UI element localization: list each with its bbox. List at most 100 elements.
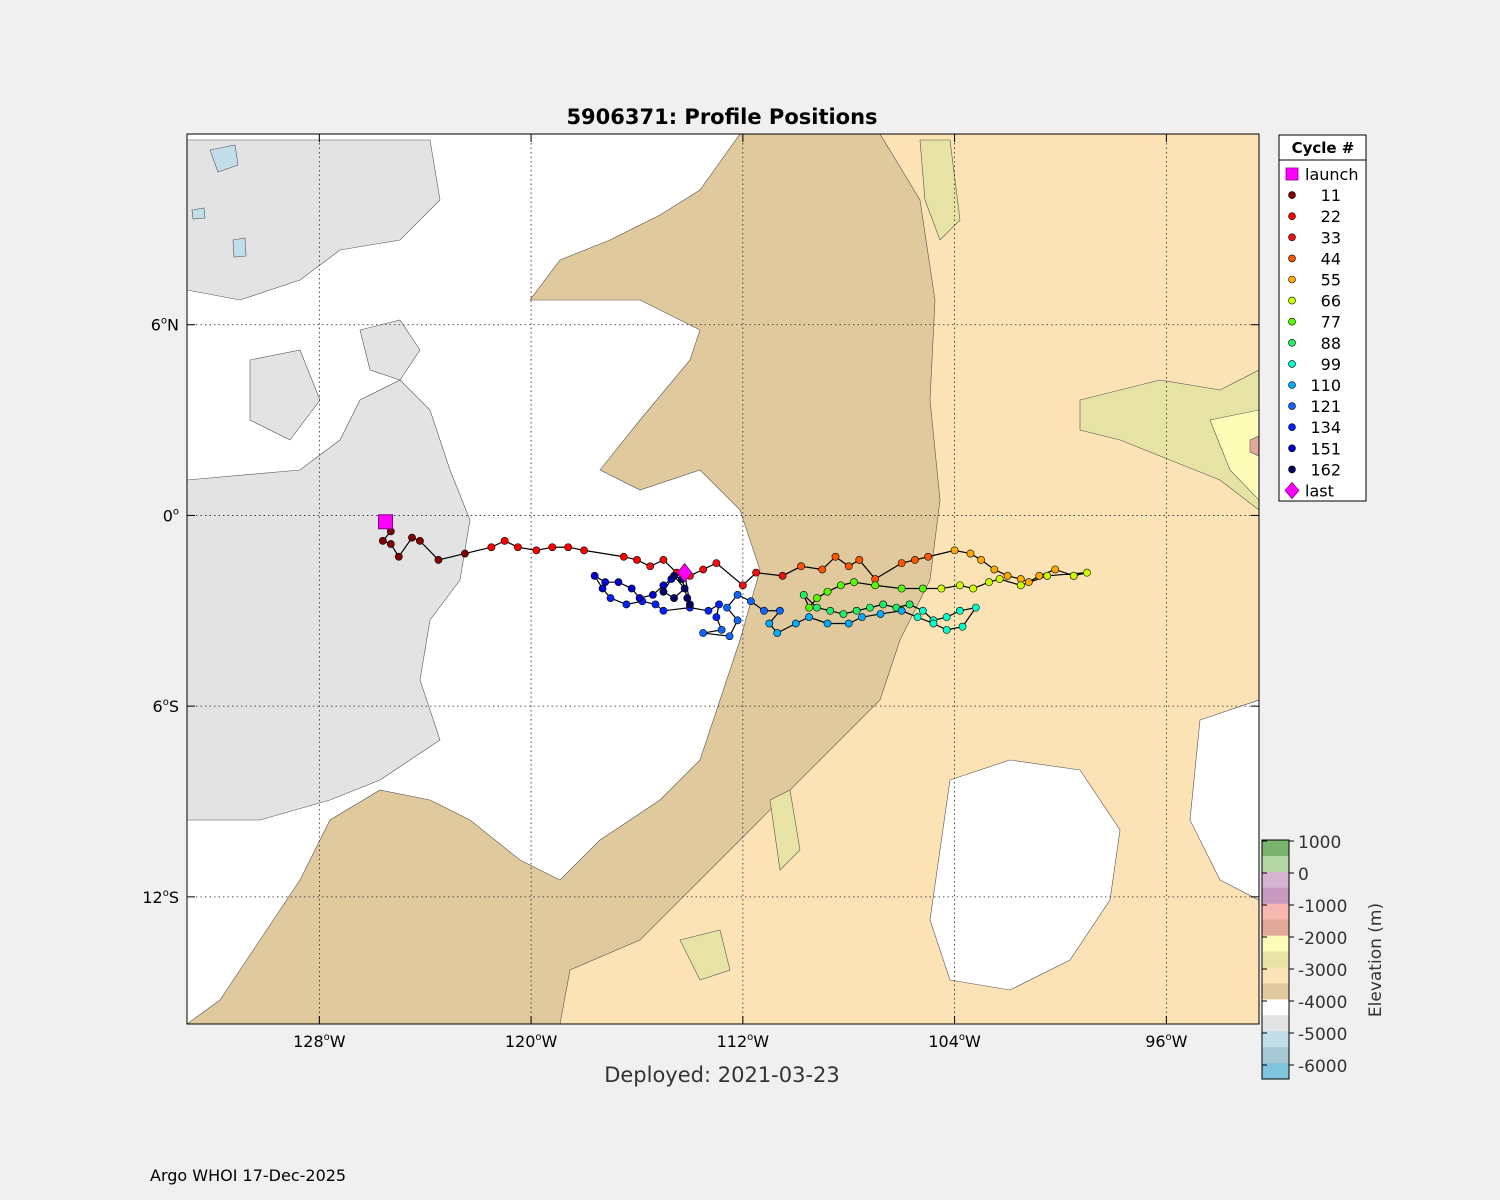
profile-point[interactable] <box>831 552 840 561</box>
profile-point[interactable] <box>844 619 853 628</box>
profile-point[interactable] <box>905 600 914 609</box>
profile-point[interactable] <box>918 606 927 615</box>
profile-point[interactable] <box>977 556 985 564</box>
profile-point[interactable] <box>990 565 999 574</box>
profile-point[interactable] <box>686 600 694 609</box>
last-marker[interactable] <box>676 562 693 583</box>
profile-point[interactable] <box>699 565 708 574</box>
profile-point[interactable] <box>1016 581 1025 590</box>
profile-point[interactable] <box>985 578 993 587</box>
profile-point[interactable] <box>852 606 861 615</box>
profile-point[interactable] <box>876 610 885 618</box>
profile-point[interactable] <box>725 632 734 641</box>
profile-point[interactable] <box>858 613 866 622</box>
profile-point[interactable] <box>590 571 599 580</box>
profile-point[interactable] <box>955 581 964 590</box>
profile-point[interactable] <box>950 546 959 555</box>
profile-point[interactable] <box>659 556 668 564</box>
profile-point[interactable] <box>813 603 821 612</box>
profile-point[interactable] <box>434 556 443 564</box>
profile-point[interactable] <box>416 536 424 545</box>
profile-point[interactable] <box>378 536 387 545</box>
profile-point[interactable] <box>823 619 832 628</box>
profile-point[interactable] <box>1003 571 1012 580</box>
profile-point[interactable] <box>958 622 967 631</box>
profile-point[interactable] <box>752 568 760 577</box>
profile-point[interactable] <box>955 606 964 615</box>
profile-point[interactable] <box>699 629 708 637</box>
profile-point[interactable] <box>913 613 922 622</box>
profile-point[interactable] <box>601 578 610 587</box>
profile-point[interactable] <box>765 619 774 628</box>
profile-point[interactable] <box>622 600 631 609</box>
profile-point[interactable] <box>844 562 853 571</box>
profile-point[interactable] <box>738 581 747 590</box>
profile-point[interactable] <box>394 552 403 561</box>
profile-point[interactable] <box>532 546 541 555</box>
map-area[interactable] <box>187 134 1259 1024</box>
profile-point[interactable] <box>971 603 980 612</box>
profile-point[interactable] <box>733 590 742 599</box>
profile-point[interactable] <box>717 625 726 634</box>
profile-point[interactable] <box>659 606 668 615</box>
profile-point[interactable] <box>911 556 919 564</box>
profile-point[interactable] <box>866 603 874 612</box>
profile-point[interactable] <box>487 543 496 552</box>
profile-point[interactable] <box>897 584 906 593</box>
profile-point[interactable] <box>799 590 808 599</box>
profile-point[interactable] <box>580 546 588 555</box>
profile-point[interactable] <box>897 606 906 615</box>
profile-point[interactable] <box>712 559 721 568</box>
profile-point[interactable] <box>805 613 813 622</box>
profile-point[interactable] <box>715 600 723 609</box>
profile-point[interactable] <box>548 543 557 552</box>
profile-point[interactable] <box>836 581 845 590</box>
profile-point[interactable] <box>1043 571 1052 580</box>
profile-point[interactable] <box>995 575 1004 583</box>
profile-point[interactable] <box>855 556 864 564</box>
profile-point[interactable] <box>791 619 800 628</box>
profile-point[interactable] <box>723 603 731 612</box>
profile-point[interactable] <box>918 584 927 593</box>
profile-point[interactable] <box>871 581 880 590</box>
profile-point[interactable] <box>778 571 787 580</box>
profile-point[interactable] <box>651 600 660 609</box>
profile-point[interactable] <box>942 625 951 634</box>
profile-point[interactable] <box>813 594 821 602</box>
profile-point[interactable] <box>408 533 416 542</box>
profile-point[interactable] <box>823 587 832 596</box>
profile-point[interactable] <box>1069 571 1078 580</box>
profile-point[interactable] <box>648 590 657 599</box>
profile-point[interactable] <box>646 562 655 571</box>
profile-point[interactable] <box>619 552 628 561</box>
profile-point[interactable] <box>733 616 742 625</box>
profile-point[interactable] <box>1024 578 1033 587</box>
profile-point[interactable] <box>839 610 848 618</box>
profile-point[interactable] <box>850 578 858 587</box>
profile-point[interactable] <box>746 597 755 606</box>
profile-point[interactable] <box>773 629 782 637</box>
profile-point[interactable] <box>818 565 827 574</box>
profile-point[interactable] <box>966 549 975 558</box>
profile-point[interactable] <box>942 613 951 622</box>
profile-point[interactable] <box>635 594 644 602</box>
profile-point[interactable] <box>805 603 813 612</box>
profile-point[interactable] <box>500 536 509 545</box>
profile-point[interactable] <box>670 571 678 580</box>
profile-point[interactable] <box>776 606 784 615</box>
profile-point[interactable] <box>712 613 721 622</box>
profile-point[interactable] <box>606 594 615 602</box>
profile-point[interactable] <box>879 600 888 609</box>
profile-point[interactable] <box>680 584 689 593</box>
profile-point[interactable] <box>937 584 946 593</box>
profile-point[interactable] <box>513 543 522 552</box>
profile-point[interactable] <box>797 562 805 571</box>
profile-point[interactable] <box>627 584 636 593</box>
profile-point[interactable] <box>461 549 469 558</box>
profile-point[interactable] <box>897 559 906 568</box>
profile-point[interactable] <box>1051 565 1060 574</box>
profile-point[interactable] <box>929 619 938 628</box>
profile-point[interactable] <box>670 594 678 602</box>
profile-point[interactable] <box>826 606 835 615</box>
profile-point[interactable] <box>924 552 933 561</box>
